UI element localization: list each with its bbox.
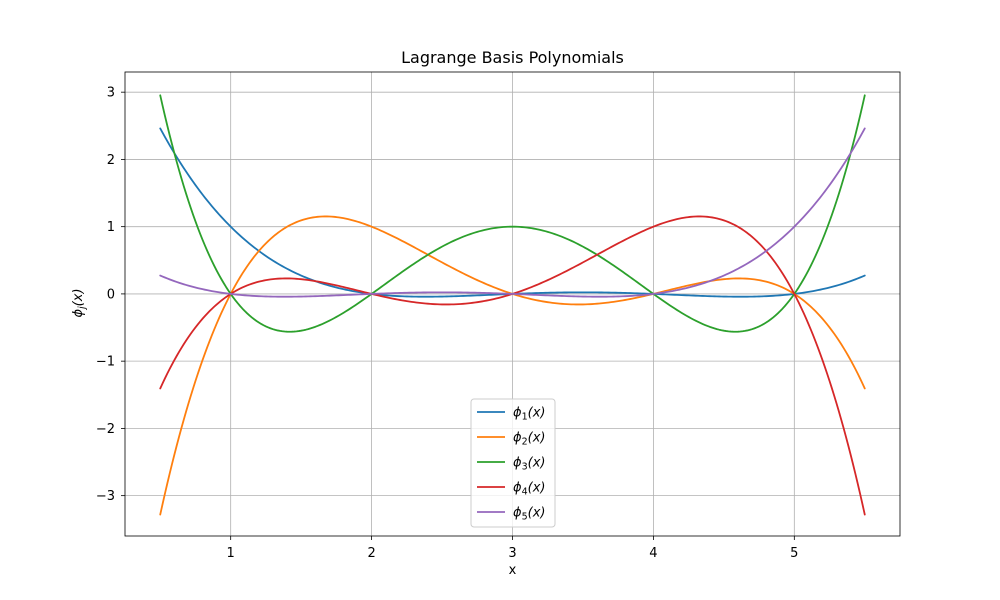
series-line-phi3 xyxy=(159,94,866,333)
chart-title: Lagrange Basis Polynomials xyxy=(401,48,624,67)
y-tick-label: −1 xyxy=(96,355,115,370)
legend-label-phi2: ϕ2(x) xyxy=(513,431,545,448)
plot-frame xyxy=(124,71,901,537)
legend: ϕ1(x) ϕ2(x) ϕ3(x) ϕ4(x) ϕ5(x) xyxy=(470,398,556,528)
axis-ticks: 1 2 3 4 5 −3 −2 −1 0 1 2 3 xyxy=(96,86,799,561)
x-tick-label: 4 xyxy=(649,546,657,561)
x-tick-label: 5 xyxy=(790,546,798,561)
y-tick-label: 0 xyxy=(107,287,115,302)
legend-label-phi4: ϕ4(x) xyxy=(513,481,545,498)
y-tick-label: −3 xyxy=(96,489,115,504)
y-axis-label: ϕj(x) xyxy=(71,288,88,317)
x-tick-label: 2 xyxy=(367,546,375,561)
series-lines xyxy=(159,94,866,516)
legend-label-phi3: ϕ3(x) xyxy=(513,456,545,473)
series-line-phi5 xyxy=(159,127,866,298)
legend-label-phi1: ϕ1(x) xyxy=(513,406,545,423)
y-tick-label: 1 xyxy=(107,220,115,235)
y-tick-label: −2 xyxy=(96,422,115,437)
legend-box xyxy=(470,398,556,528)
y-tick-label: 2 xyxy=(107,153,115,168)
x-tick-label: 3 xyxy=(508,546,516,561)
legend-label-phi5: ϕ5(x) xyxy=(513,506,545,523)
y-tick-label: 3 xyxy=(107,86,115,101)
x-tick-label: 1 xyxy=(227,546,235,561)
x-axis-label: x xyxy=(509,563,517,578)
